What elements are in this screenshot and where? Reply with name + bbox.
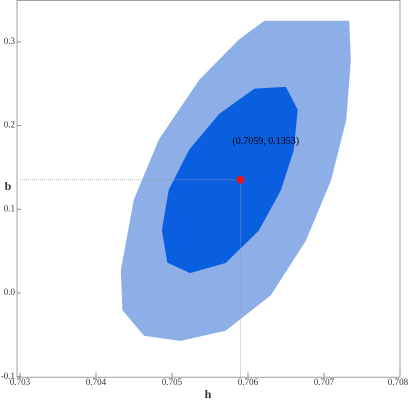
y-tick-label: 0.3	[4, 36, 16, 46]
y-tick-label: 0.0	[4, 287, 16, 297]
point	[236, 175, 245, 184]
confidence-region	[161, 86, 298, 274]
y-tick-label: 0.2	[4, 120, 15, 130]
y-tick-label: 0.1	[4, 203, 15, 213]
plot-frame	[16, 0, 401, 378]
x-tick-label: 0.703	[10, 377, 31, 387]
y-tick-label: -0.1	[1, 371, 15, 381]
y-axis-label: b	[5, 179, 12, 193]
point-label: (0.7059, 0.1353)	[232, 136, 299, 147]
x-tick-label: 0.707	[314, 377, 335, 387]
x-axis-label: h	[205, 387, 212, 401]
x-tick-label: 0.705	[162, 377, 183, 387]
x-tick-label: 0.704	[86, 377, 107, 387]
x-tick-label: 0.708	[388, 377, 409, 387]
x-tick-label: 0.706	[238, 377, 259, 387]
